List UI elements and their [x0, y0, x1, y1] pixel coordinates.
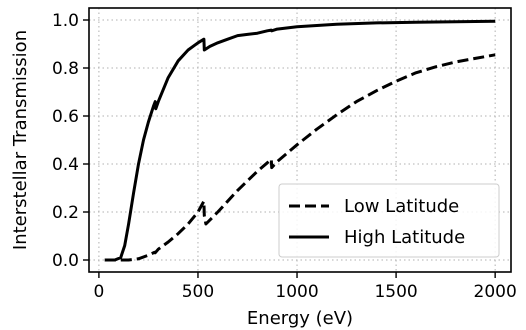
y-axis-label: Interstellar Transmission — [10, 30, 31, 250]
y-tick-label: 0.2 — [52, 203, 79, 223]
y-tick-label: 0.0 — [52, 251, 79, 271]
y-tick-label: 0.4 — [52, 155, 79, 175]
legend-box — [278, 183, 500, 258]
series-layer — [104, 19, 496, 262]
legend: Low Latitude High Latitude — [278, 183, 500, 258]
x-tick-label: 2000 — [474, 282, 517, 302]
x-axis-label: Energy (eV) — [247, 308, 353, 329]
plot-frame — [88, 7, 512, 273]
y-tick-label: 0.6 — [52, 107, 79, 127]
series-line-low-latitude — [104, 53, 496, 262]
x-tick-label: 500 — [182, 282, 214, 302]
ticks: 0 500 1000 1500 2000 0.0 0.2 0.4 0.6 0.8 1.0 — [52, 11, 517, 302]
y-tick-label: 1.0 — [52, 11, 79, 31]
legend-label-high-latitude: High Latitude — [344, 227, 465, 248]
legend-label-low-latitude: Low Latitude — [344, 196, 459, 217]
y-tick-label: 0.8 — [52, 59, 79, 79]
x-tick-label: 1000 — [275, 282, 318, 302]
series-line-high-latitude — [104, 19, 496, 262]
x-tick-label: 0 — [93, 282, 104, 302]
x-tick-label: 1500 — [374, 282, 417, 302]
